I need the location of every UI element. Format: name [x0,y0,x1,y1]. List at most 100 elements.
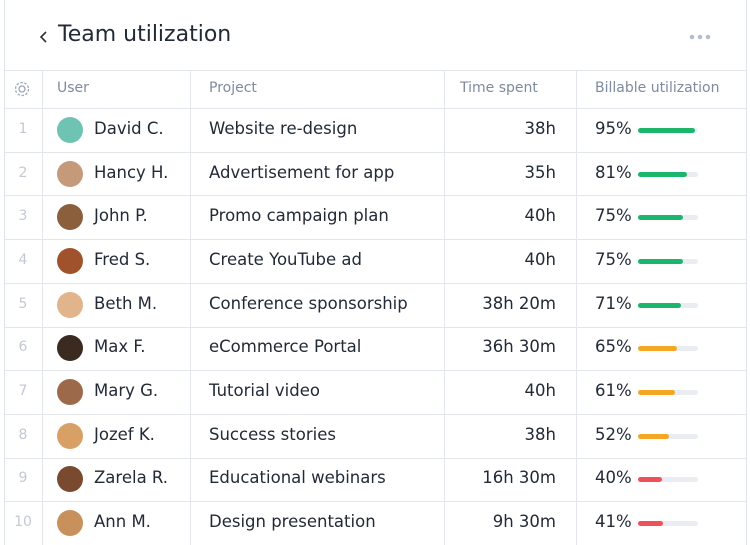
utilization-label: 61% [595,381,632,401]
user-name: John P. [94,206,148,226]
time-spent: 40h [524,381,556,401]
utilization-track [638,521,698,527]
time-spent: 16h 30m [482,468,556,488]
divider [4,70,746,71]
user-name: Zarela R. [94,468,169,488]
user-name: Jozef K. [94,424,155,444]
time-spent: 38h 20m [482,293,556,313]
column-divider [42,70,43,545]
utilization-bar [638,521,663,527]
time-spent: 35h [524,162,556,182]
row-divider [4,413,746,415]
settings-button[interactable] [13,80,31,98]
user-name: Mary G. [94,381,159,401]
project-name: Website re-design [209,118,358,138]
avatar [57,116,83,143]
utilization-track [638,215,698,221]
project-name: Promo campaign plan [209,206,389,226]
column-header: Project [209,80,257,96]
avatar [57,247,83,274]
utilization-label: 75% [595,249,632,269]
page-title: Team utilization [58,22,232,47]
time-spent: 36h 30m [482,337,556,357]
utilization-label: 41% [595,512,632,532]
row-divider [4,370,746,372]
row-number: 3 [18,208,28,225]
avatar [57,379,83,406]
utilization-label: 95% [595,118,632,138]
utilization-bar [638,477,662,483]
utilization-bar [638,390,675,396]
utilization-track [638,346,698,352]
utilization-label: 52% [595,424,632,444]
user-name: Ann M. [94,512,151,532]
project-name: Tutorial video [209,381,320,401]
project-name: Success stories [209,424,336,444]
row-divider [4,501,746,503]
utilization-label: 75% [595,206,632,226]
utilization-bar [638,171,687,177]
row-number: 7 [18,383,28,400]
time-spent: 38h [524,424,556,444]
project-name: eCommerce Portal [209,337,362,357]
user-name: Hancy H. [94,162,169,182]
utilization-track [638,127,698,133]
utilization-bar [638,215,683,221]
utilization-label: 65% [595,337,632,357]
time-spent: 40h [524,206,556,226]
row-divider [4,151,746,153]
row-number: 2 [18,164,28,181]
menu-button[interactable] [688,32,714,42]
user-name: David C. [94,118,164,138]
project-name: Create YouTube ad [209,249,362,269]
utilization-track [638,171,698,177]
utilization-bar [638,346,677,352]
column-header: Billable utilization [595,80,720,96]
row-divider [4,457,746,459]
user-name: Max F. [94,337,146,357]
avatar [57,160,83,187]
row-divider [4,239,746,241]
project-name: Educational webinars [209,468,386,488]
row-number: 1 [18,120,28,137]
utilization-label: 71% [595,293,632,313]
utilization-label: 81% [595,162,632,182]
utilization-bar [638,127,695,133]
time-spent: 40h [524,249,556,269]
row-number: 6 [18,339,28,356]
column-divider [190,70,191,545]
avatar [57,291,83,318]
row-number: 5 [18,295,28,312]
row-divider [4,326,746,328]
row-divider [4,195,746,197]
table-frame [4,0,747,545]
utilization-label: 40% [595,468,632,488]
utilization-bar [638,258,683,264]
row-divider [4,282,746,284]
project-name: Conference sponsorship [209,293,408,313]
row-number: 10 [14,514,32,531]
user-name: Fred S. [94,249,151,269]
utilization-bar [638,433,670,439]
avatar [57,204,83,231]
utilization-track [638,433,698,439]
project-name: Advertisement for app [209,162,395,182]
time-spent: 38h [524,118,556,138]
project-name: Design presentation [209,512,376,532]
time-spent: 9h 30m [492,512,556,532]
avatar [57,335,83,362]
utilization-track [638,302,698,308]
back-button[interactable] [38,29,50,45]
column-header: User [57,80,89,96]
avatar [57,510,83,537]
utilization-track [638,258,698,264]
utilization-bar [638,302,681,308]
row-number: 9 [18,470,28,487]
avatar [57,422,83,449]
column-divider [444,70,445,545]
column-divider [576,70,577,545]
column-header: Time spent [460,80,538,96]
utilization-track [638,390,698,396]
row-number: 4 [18,251,28,268]
